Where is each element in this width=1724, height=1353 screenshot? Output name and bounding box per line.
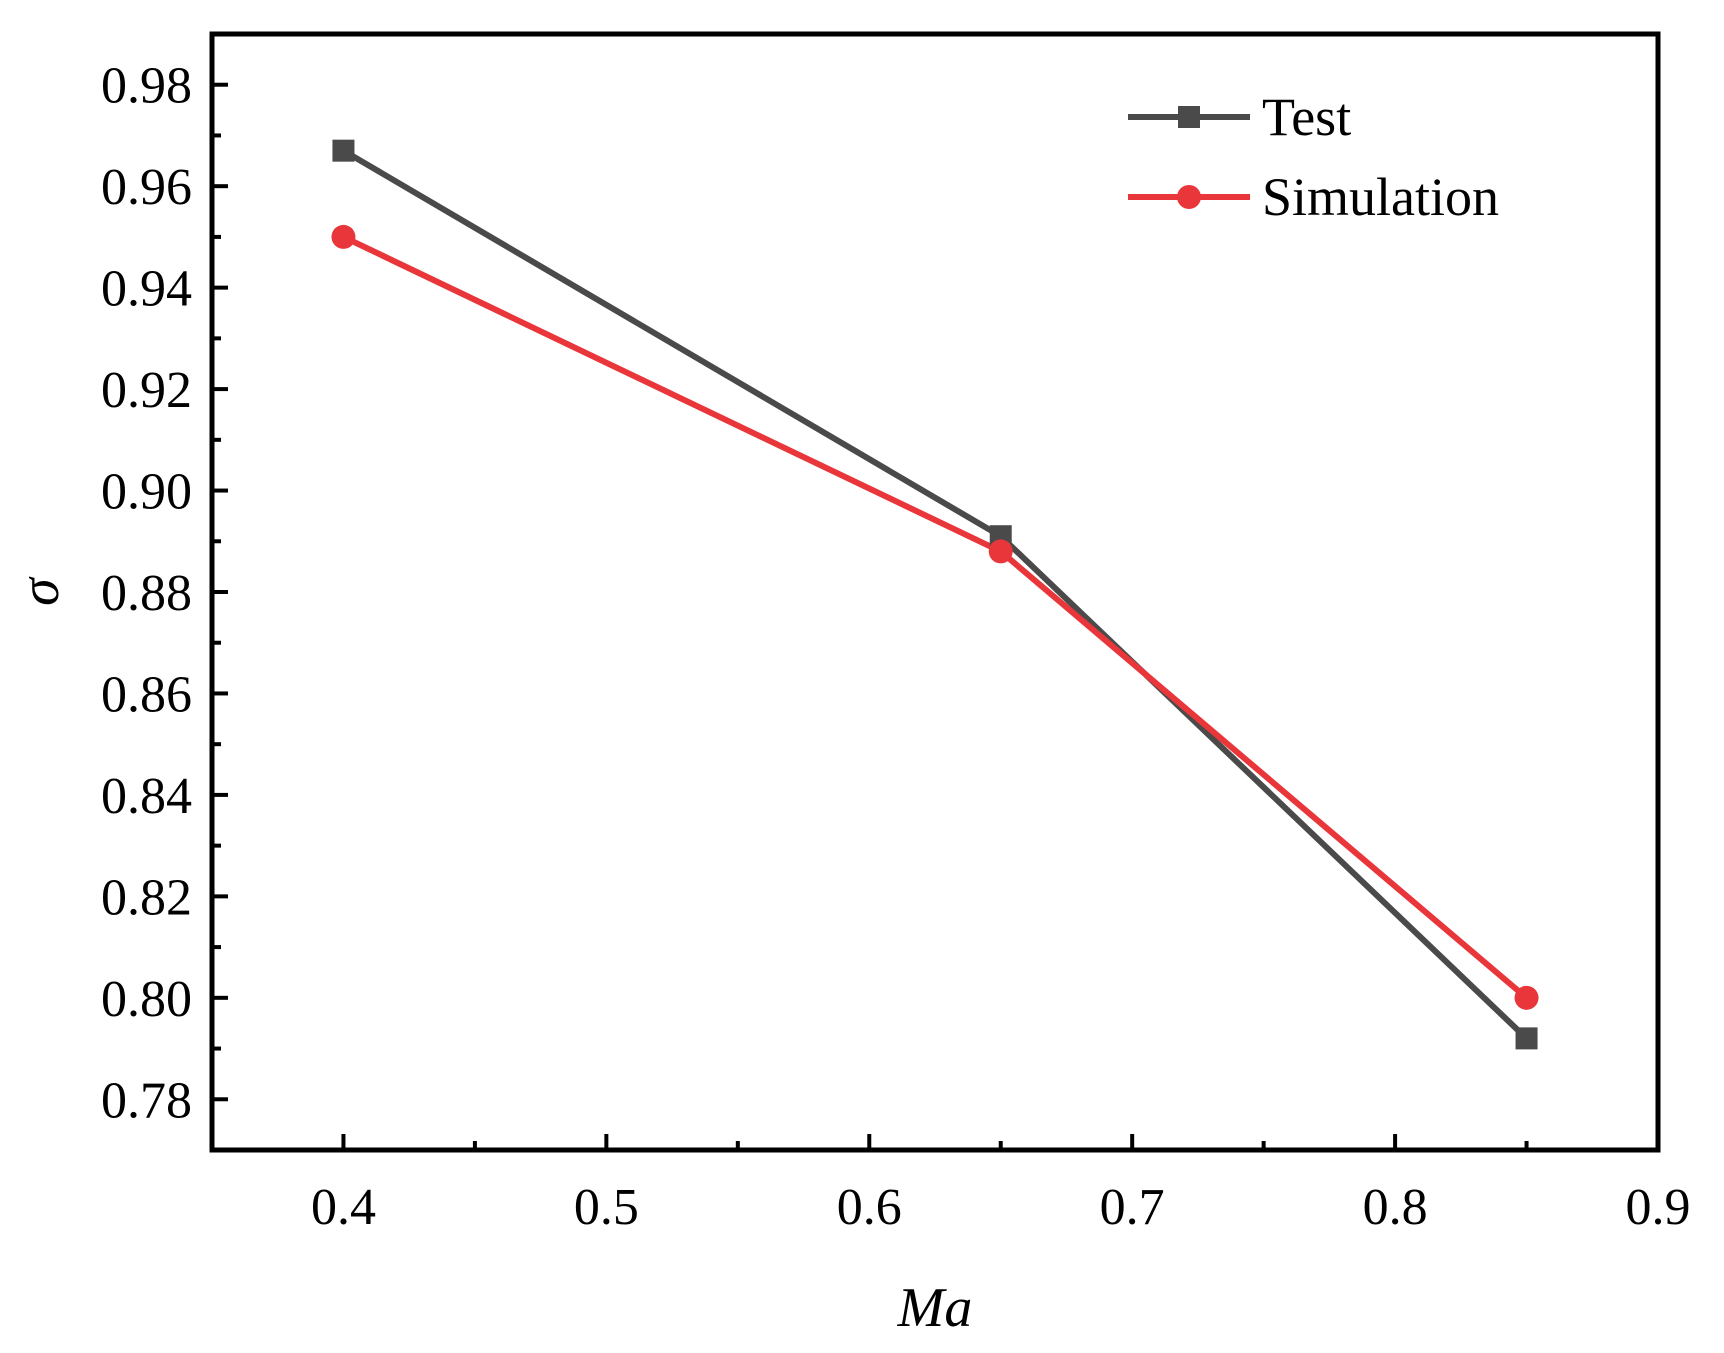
y-tick-label: 0.88 bbox=[101, 565, 192, 622]
y-tick-label: 0.98 bbox=[101, 58, 192, 115]
legend-marker-simulation bbox=[1177, 185, 1201, 209]
plot-area-frame bbox=[209, 31, 1661, 1153]
y-tick-label: 0.96 bbox=[101, 159, 192, 216]
series-layer bbox=[331, 139, 1539, 1050]
x-tick-label: 0.6 bbox=[837, 1179, 902, 1236]
legend: Test Simulation bbox=[1128, 87, 1499, 227]
y-tick-label: 0.78 bbox=[101, 1072, 192, 1129]
simulation-data-point bbox=[1514, 985, 1539, 1010]
x-tick-label: 0.4 bbox=[311, 1179, 376, 1236]
y-tick-label: 0.94 bbox=[101, 261, 192, 318]
simulation-data-point bbox=[331, 224, 356, 249]
x-tick-label: 0.5 bbox=[574, 1179, 639, 1236]
legend-label-test: Test bbox=[1262, 87, 1351, 147]
y-tick-label: 0.92 bbox=[101, 362, 192, 419]
x-tick-label: 0.7 bbox=[1100, 1179, 1165, 1236]
simulation-series-line bbox=[342, 234, 1529, 1001]
axis-ticks bbox=[212, 82, 1660, 1150]
test-data-point bbox=[332, 139, 355, 162]
test-data-point bbox=[1515, 1027, 1538, 1050]
y-tick-label: 0.90 bbox=[101, 464, 192, 521]
test-series-line bbox=[341, 148, 1529, 1041]
x-tick-label: 0.9 bbox=[1626, 1179, 1691, 1236]
legend-label-simulation: Simulation bbox=[1262, 167, 1499, 227]
tick-labels: 0.78 0.80 0.82 0.84 0.86 0.88 0.90 0.92 0.94 0.96… bbox=[101, 58, 1691, 1236]
y-tick-label: 0.84 bbox=[101, 768, 192, 825]
x-tick-label: 0.8 bbox=[1363, 1179, 1428, 1236]
y-tick-label: 0.82 bbox=[101, 869, 192, 926]
simulation-data-point bbox=[988, 539, 1013, 564]
y-tick-label: 0.80 bbox=[101, 971, 192, 1028]
y-tick-label: 0.86 bbox=[101, 666, 192, 723]
x-axis-title: Ma bbox=[897, 1277, 973, 1339]
legend-marker-test bbox=[1178, 106, 1200, 128]
y-axis-title: σ bbox=[9, 576, 71, 606]
